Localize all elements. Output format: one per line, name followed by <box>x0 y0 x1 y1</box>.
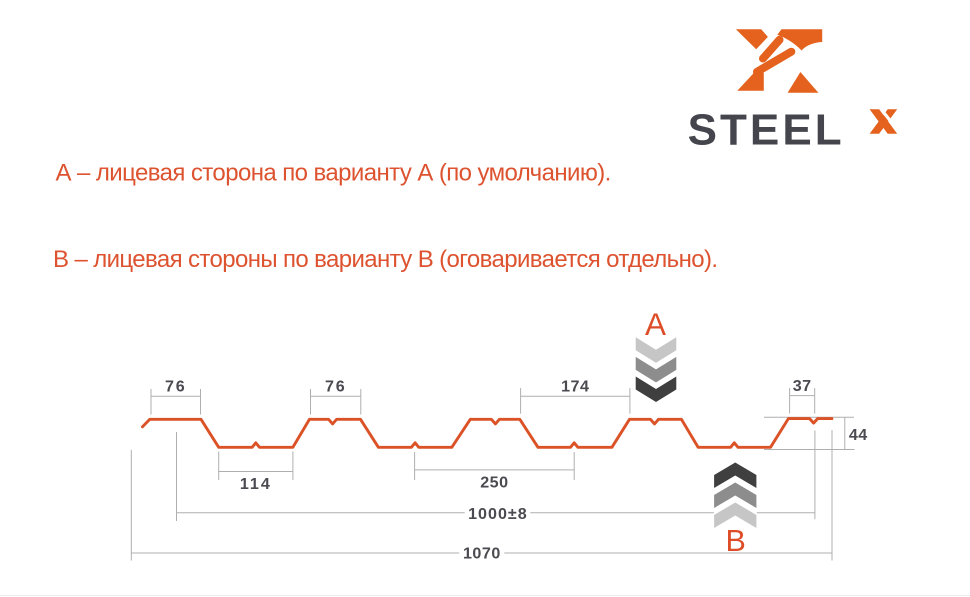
svg-text:А: А <box>645 306 666 342</box>
svg-text:А – лицевая сторона по вариант: А – лицевая сторона по варианту А (по ум… <box>56 159 612 186</box>
svg-text:250: 250 <box>480 474 508 492</box>
svg-text:1000±8: 1000±8 <box>468 505 528 523</box>
svg-text:76: 76 <box>325 378 347 396</box>
svg-text:STEEL: STEEL <box>688 106 842 155</box>
svg-text:В: В <box>726 524 746 558</box>
svg-text:44: 44 <box>849 426 868 444</box>
svg-text:174: 174 <box>561 378 589 396</box>
svg-text:В – лицевая стороны по вариант: В – лицевая стороны по варианту В (огова… <box>53 246 718 273</box>
svg-text:114: 114 <box>240 475 272 493</box>
svg-text:1070: 1070 <box>463 545 501 563</box>
svg-text:37: 37 <box>793 377 812 395</box>
svg-text:76: 76 <box>165 378 187 396</box>
